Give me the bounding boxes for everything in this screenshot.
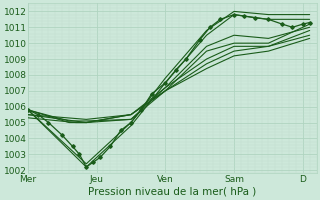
X-axis label: Pression niveau de la mer( hPa ): Pression niveau de la mer( hPa ) — [88, 187, 256, 197]
